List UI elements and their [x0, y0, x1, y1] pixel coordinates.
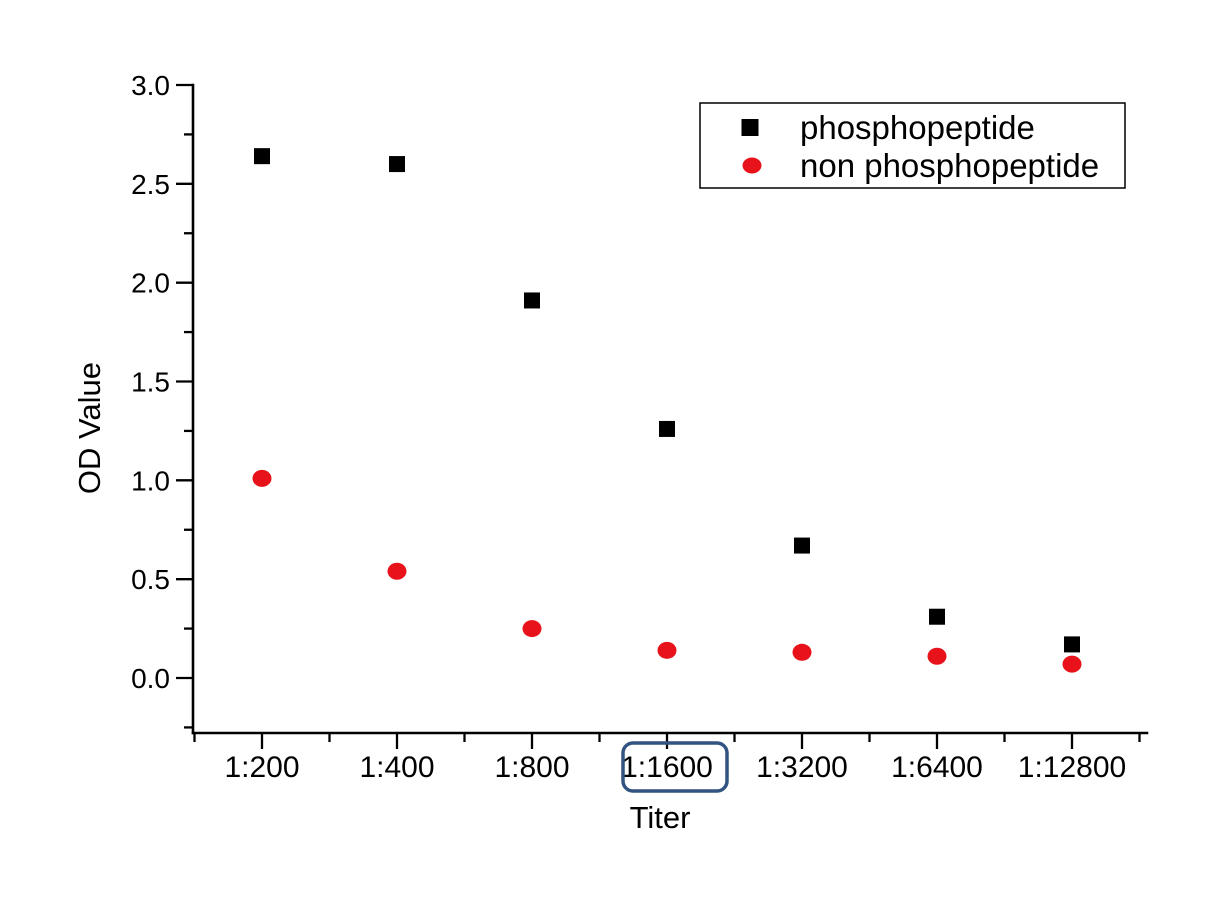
x-tick-label: 1:1600 [621, 751, 713, 784]
y-tick-label: 1.0 [131, 465, 170, 496]
x-tick-label: 1:3200 [756, 751, 848, 784]
y-tick-label: 2.0 [131, 268, 170, 299]
legend-marker-circle-icon [742, 157, 762, 174]
x-tick-label: 1:200 [224, 751, 299, 784]
data-point-phosphopeptide [659, 420, 675, 437]
legend-marker-square-icon [741, 119, 759, 136]
data-point-non-phosphopeptide [792, 643, 812, 661]
y-tick-label: 0.5 [131, 564, 170, 595]
y-tick-label: 0.0 [131, 663, 170, 694]
y-axis-title: OD Value [72, 361, 107, 495]
data-point-phosphopeptide [254, 148, 270, 165]
legend-label-non-phosphopeptide: non phosphopeptide [800, 147, 1099, 184]
x-tick-label: 1:6400 [891, 751, 983, 784]
data-point-phosphopeptide [1064, 636, 1080, 653]
y-tick-label: 2.5 [131, 169, 170, 200]
data-point-phosphopeptide [524, 292, 540, 309]
legend-box [699, 102, 1126, 189]
y-tick-label: 3.0 [131, 70, 170, 101]
data-point-non-phosphopeptide [1062, 655, 1082, 673]
x-tick-label: 1:12800 [1018, 751, 1126, 784]
legend-label-phosphopeptide: phosphopeptide [800, 109, 1035, 146]
x-axis-title: Titer [629, 800, 691, 835]
data-point-non-phosphopeptide [522, 620, 542, 638]
x-tick-label: 1:800 [494, 751, 569, 784]
data-point-phosphopeptide [794, 537, 810, 554]
highlight-box-1-1600 [621, 741, 729, 793]
data-point-phosphopeptide [929, 608, 945, 625]
data-point-phosphopeptide [389, 156, 405, 173]
data-point-non-phosphopeptide [927, 647, 947, 665]
x-tick-label: 1:400 [359, 751, 434, 784]
data-point-non-phosphopeptide [387, 562, 407, 580]
data-point-non-phosphopeptide [657, 641, 677, 659]
y-tick-label: 1.5 [131, 366, 170, 397]
data-point-non-phosphopeptide [252, 469, 272, 487]
